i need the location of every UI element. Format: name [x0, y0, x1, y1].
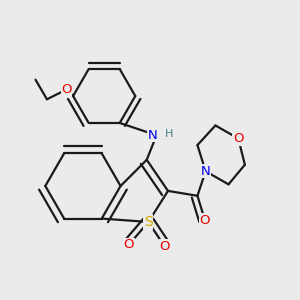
Text: N: N	[201, 165, 211, 178]
Text: N: N	[148, 129, 158, 142]
Text: O: O	[233, 132, 244, 145]
Text: H: H	[165, 129, 173, 139]
Text: O: O	[124, 238, 134, 251]
Text: O: O	[61, 83, 72, 96]
Text: O: O	[160, 240, 170, 253]
Text: O: O	[200, 214, 210, 227]
Text: S: S	[144, 215, 153, 229]
